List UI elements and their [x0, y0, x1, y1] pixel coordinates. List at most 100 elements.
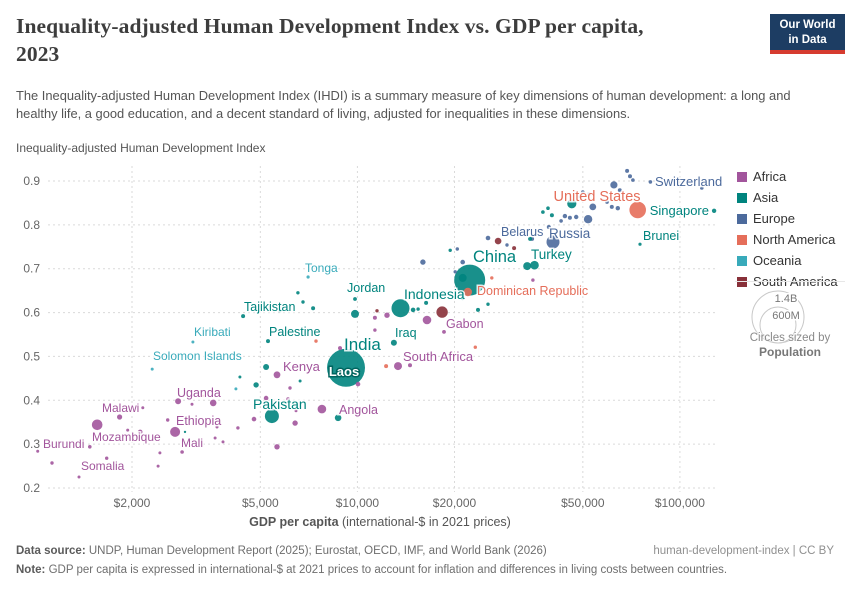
country-label-kenya[interactable]: Kenya — [282, 358, 323, 376]
data-point[interactable] — [567, 199, 577, 209]
country-label-angola[interactable]: Angola — [338, 402, 380, 419]
country-label-gabon[interactable]: Gabon — [445, 316, 486, 333]
data-point-tonga[interactable] — [306, 275, 310, 279]
data-point[interactable] — [476, 307, 480, 312]
data-point-dominican-republic[interactable] — [463, 287, 472, 297]
data-point[interactable] — [416, 307, 420, 311]
data-point-jordan[interactable] — [353, 297, 357, 301]
data-point[interactable] — [587, 192, 591, 196]
owid-logo[interactable]: Our World in Data — [770, 14, 845, 54]
data-point[interactable] — [234, 387, 238, 391]
data-point[interactable] — [609, 204, 614, 209]
data-point[interactable] — [236, 426, 240, 430]
data-point-brunei[interactable] — [638, 242, 642, 246]
data-point[interactable] — [190, 402, 194, 406]
data-point[interactable] — [238, 375, 242, 379]
data-point-indonesia[interactable] — [391, 299, 410, 318]
data-point[interactable] — [126, 428, 130, 432]
country-label-united-states[interactable]: United States — [552, 188, 642, 207]
data-point-ethiopia[interactable] — [170, 426, 181, 437]
data-point[interactable] — [559, 219, 563, 223]
data-point[interactable] — [546, 225, 551, 229]
data-point[interactable] — [549, 213, 554, 218]
data-point-burundi[interactable] — [36, 449, 40, 453]
legend-item-north-america[interactable]: North America — [737, 232, 838, 247]
country-label-kiribati[interactable]: Kiribati — [193, 324, 233, 341]
data-point[interactable] — [158, 451, 162, 455]
data-point[interactable] — [311, 306, 316, 311]
data-point-gabon[interactable] — [442, 330, 446, 334]
data-point-solomon-islands[interactable] — [150, 367, 154, 371]
country-label-brunei[interactable]: Brunei — [642, 228, 681, 245]
data-point[interactable] — [117, 414, 123, 420]
data-point-palestine[interactable] — [266, 339, 270, 344]
data-point-russia[interactable] — [546, 235, 560, 249]
data-point[interactable] — [546, 206, 550, 210]
data-point[interactable] — [562, 213, 568, 219]
data-point[interactable] — [141, 406, 145, 410]
data-point[interactable] — [105, 456, 109, 460]
data-point[interactable] — [286, 397, 290, 401]
legend-item-europe[interactable]: Europe — [737, 211, 838, 226]
data-point[interactable] — [448, 248, 452, 252]
data-point[interactable] — [213, 436, 217, 440]
data-point[interactable] — [384, 312, 390, 318]
data-point[interactable] — [375, 309, 379, 313]
data-point[interactable] — [301, 300, 305, 304]
data-point[interactable] — [628, 174, 632, 179]
data-point-turkey[interactable] — [530, 260, 539, 270]
data-point[interactable] — [215, 425, 219, 429]
data-point-uganda[interactable] — [175, 398, 182, 405]
data-point[interactable] — [617, 188, 622, 193]
data-point[interactable] — [183, 430, 187, 434]
country-label-ethiopia[interactable]: Ethiopia — [175, 413, 223, 430]
data-point-china[interactable] — [454, 264, 486, 296]
country-label-pakistan[interactable]: Pakistan — [252, 395, 309, 414]
data-point[interactable] — [700, 186, 704, 190]
country-label-indonesia[interactable]: Indonesia — [403, 285, 467, 304]
country-label-india[interactable]: India — [343, 334, 383, 356]
data-point[interactable] — [486, 302, 490, 306]
country-label-burundi[interactable]: Burundi — [42, 436, 86, 453]
data-point[interactable] — [156, 464, 160, 468]
data-point[interactable] — [531, 278, 535, 282]
data-point[interactable] — [288, 386, 292, 390]
country-label-belarus[interactable]: Belarus — [500, 224, 545, 241]
data-point-malawi[interactable] — [91, 419, 103, 431]
country-label-dominican-republic[interactable]: Dominican Republic — [476, 283, 590, 300]
data-point[interactable] — [528, 236, 533, 241]
data-point[interactable] — [605, 200, 609, 204]
data-point[interactable] — [574, 214, 579, 220]
country-label-mozambique[interactable]: Mozambique — [91, 429, 163, 446]
data-point-iraq[interactable] — [390, 339, 397, 346]
data-point[interactable] — [541, 210, 545, 214]
data-point[interactable] — [253, 382, 259, 388]
country-label-singapore[interactable]: Singapore — [648, 202, 710, 220]
data-point[interactable] — [251, 416, 257, 422]
country-label-laos[interactable]: Laos — [327, 363, 360, 381]
data-point-india[interactable] — [327, 348, 365, 387]
data-point[interactable] — [490, 276, 494, 280]
data-point[interactable] — [505, 243, 509, 247]
data-point[interactable] — [278, 309, 282, 313]
country-label-solomon-islands[interactable]: Solomon Islands — [152, 348, 244, 365]
data-point[interactable] — [314, 339, 318, 343]
legend-item-asia[interactable]: Asia — [737, 190, 838, 205]
data-point[interactable] — [610, 181, 618, 189]
country-label-uganda[interactable]: Uganda — [176, 385, 223, 402]
data-point[interactable] — [523, 262, 532, 271]
data-point[interactable] — [567, 215, 572, 220]
data-point[interactable] — [296, 291, 300, 295]
country-label-iraq[interactable]: Iraq — [394, 325, 419, 342]
country-label-malawi[interactable]: Malawi — [101, 400, 141, 417]
data-point[interactable] — [351, 309, 359, 318]
data-point[interactable] — [436, 306, 448, 318]
country-label-jordan[interactable]: Jordan — [346, 280, 387, 297]
data-point[interactable] — [583, 215, 593, 224]
data-point[interactable] — [422, 315, 432, 325]
data-point[interactable] — [166, 418, 170, 422]
legend-item-africa[interactable]: Africa — [737, 169, 838, 184]
legend-item-oceania[interactable]: Oceania — [737, 253, 838, 268]
data-point-somalia[interactable] — [77, 475, 81, 479]
data-point[interactable] — [460, 296, 465, 301]
